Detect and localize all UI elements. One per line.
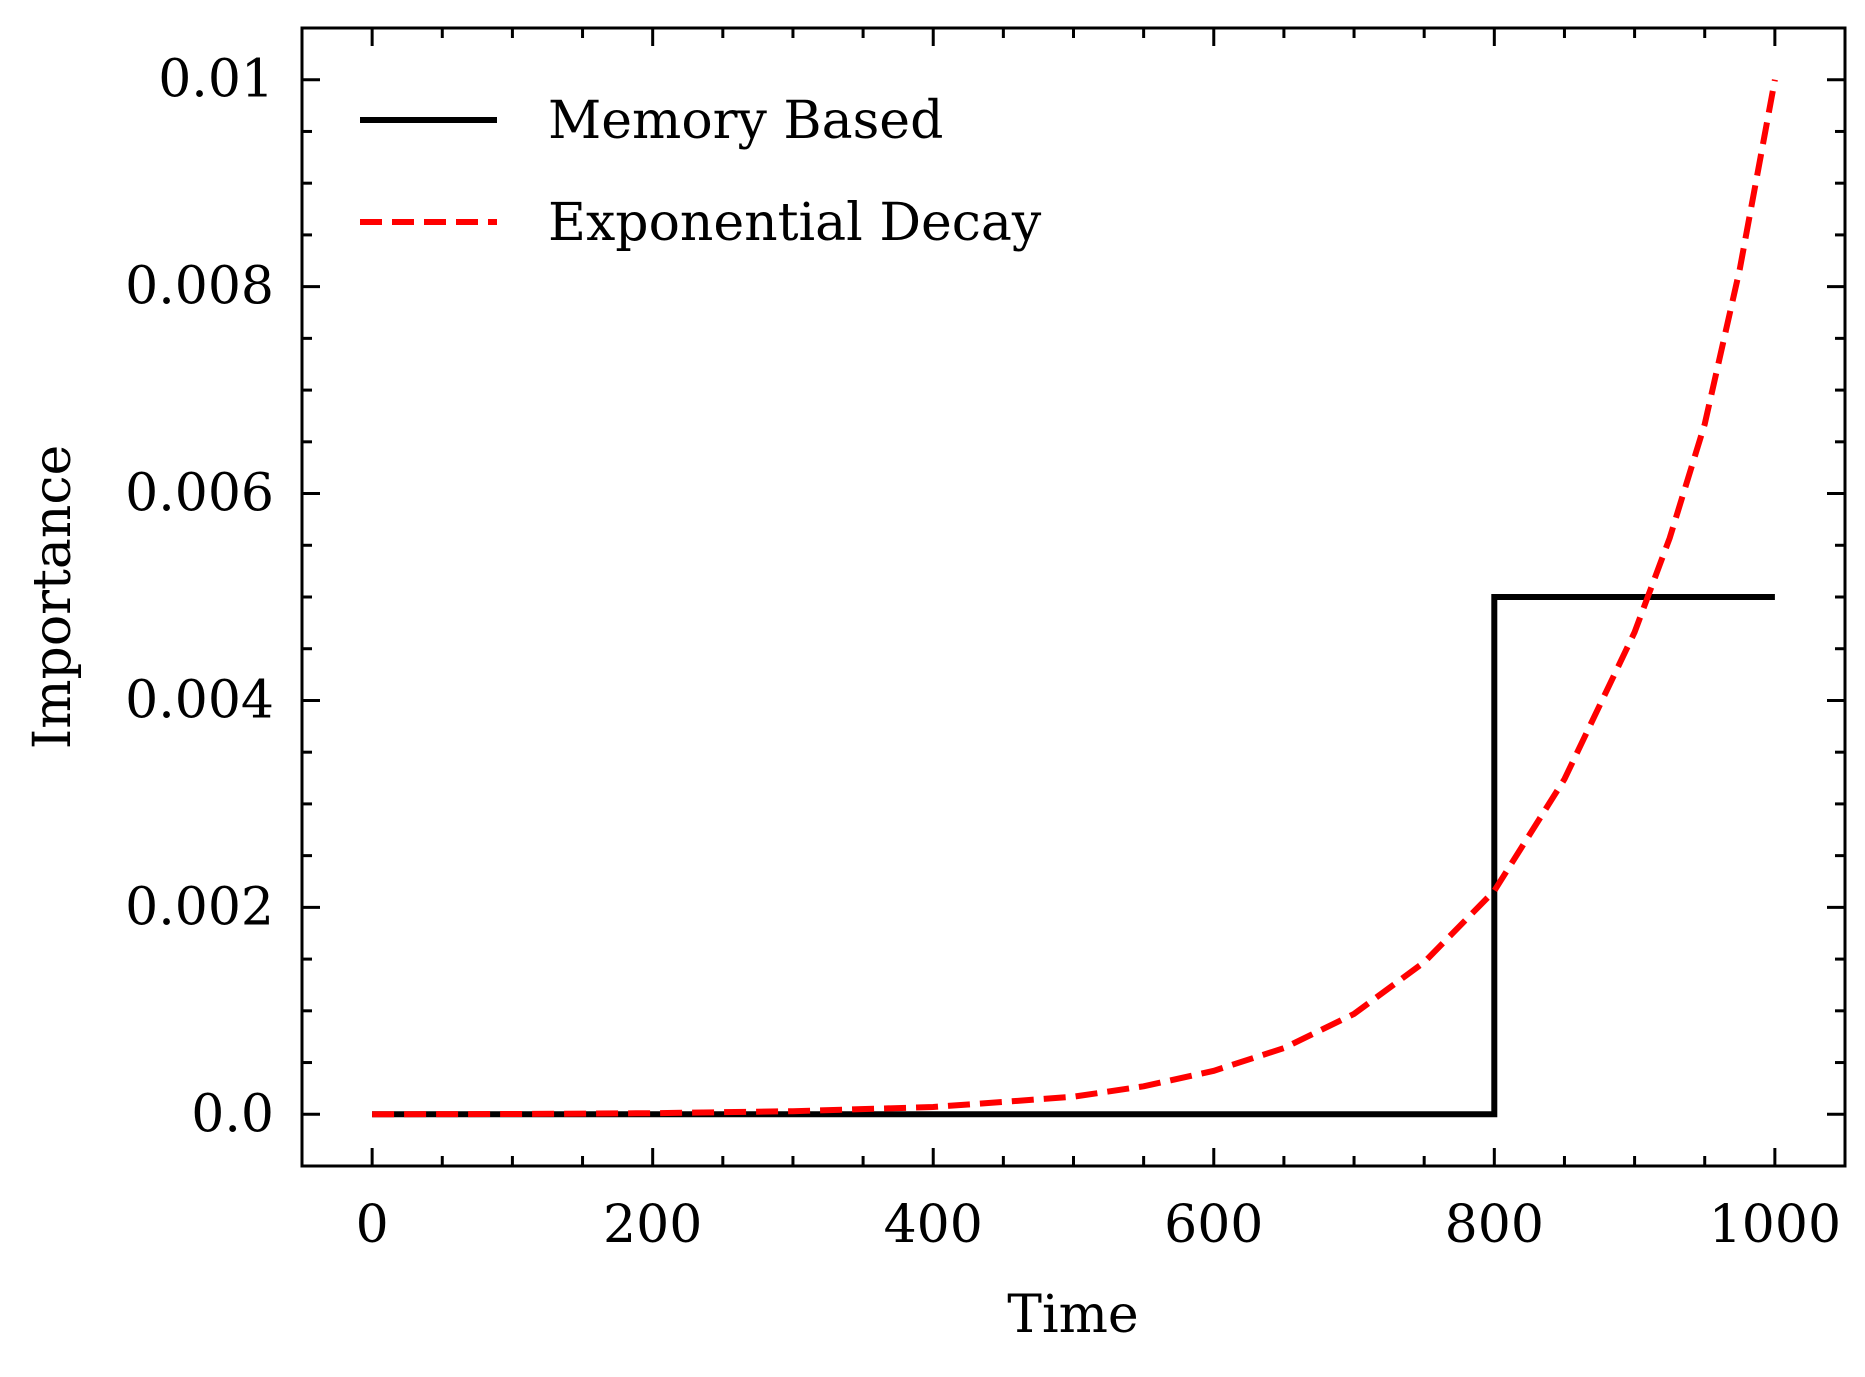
- y-tick-label: 0.008: [125, 257, 274, 317]
- legend-label: Exponential Decay: [548, 193, 1042, 253]
- y-tick-label: 0.01: [158, 50, 274, 110]
- y-tick-label: 0.0: [191, 1084, 274, 1144]
- x-tick-label: 0: [356, 1195, 389, 1255]
- plot-frame: [300, 26, 1847, 1168]
- minor-ticks: [300, 26, 1847, 1168]
- x-tick-label: 1000: [1709, 1195, 1841, 1255]
- series-line-memory-based: [372, 594, 1775, 1118]
- major-ticks: [302, 28, 1845, 1166]
- y-axis-title: Importance: [23, 445, 83, 750]
- y-tick-label: 0.002: [125, 877, 274, 937]
- series-line-exponential-decay: [372, 79, 1778, 1118]
- y-tick-label: 0.006: [125, 464, 274, 524]
- x-tick-label: 400: [884, 1195, 983, 1255]
- series-layer: [372, 79, 1778, 1118]
- legend: Memory Based Exponential Decay: [360, 91, 1042, 253]
- y-tick-label: 0.004: [125, 670, 274, 730]
- x-tick-label: 800: [1445, 1195, 1544, 1255]
- tick-labels: 0 200 400 600 800 1000 0.0 0.002 0.004 0.006 0.008…: [125, 50, 1841, 1255]
- legend-label: Memory Based: [548, 91, 943, 151]
- x-tick-label: 600: [1164, 1195, 1263, 1255]
- x-tick-label: 200: [603, 1195, 702, 1255]
- x-axis-title: Time: [1007, 1285, 1138, 1345]
